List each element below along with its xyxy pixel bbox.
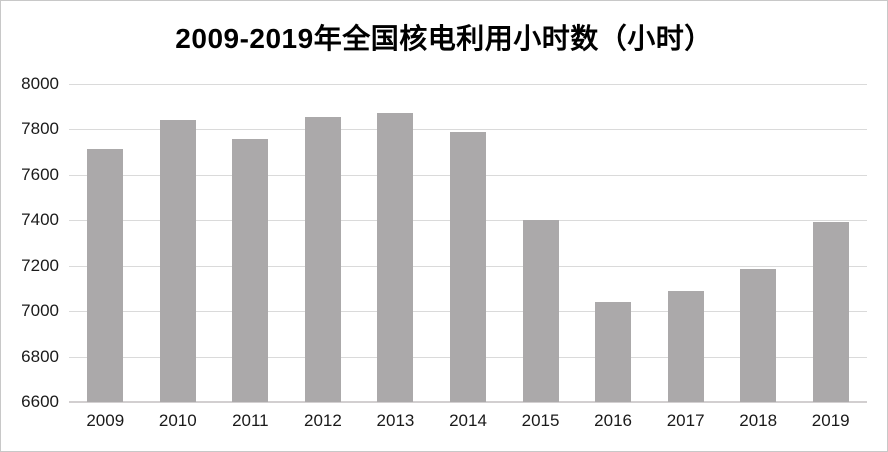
x-axis-tick-label: 2014 — [449, 411, 487, 430]
x-axis-tick-label: 2009 — [86, 411, 125, 430]
gridline — [69, 129, 867, 131]
y-axis-tick-label: 7000 — [21, 301, 59, 321]
x-axis-tick-label: 2019 — [811, 411, 850, 430]
bar — [159, 120, 196, 402]
bar — [450, 132, 486, 402]
x-axis-tick-label: 2013 — [376, 411, 415, 430]
x-axis-tick-label: 2017 — [666, 411, 705, 430]
y-axis-tick-label: 7600 — [21, 164, 59, 184]
y-axis-tick-label: 7200 — [21, 255, 59, 275]
x-axis-tick-label: 2010 — [158, 411, 197, 430]
chart-title: 2009-2019年全国核电利用小时数（小时） — [175, 23, 713, 54]
x-axis-tick-label: 2012 — [303, 411, 342, 430]
bar — [595, 301, 632, 402]
y-axis-tick-label: 7800 — [21, 119, 59, 139]
gridline — [69, 84, 867, 85]
bar — [377, 112, 414, 402]
bar — [740, 269, 777, 402]
x-axis-tick-label: 2018 — [739, 411, 778, 430]
bar — [522, 219, 559, 402]
bar — [232, 138, 269, 402]
y-axis-tick-label: 6600 — [21, 392, 59, 411]
x-axis-line — [69, 401, 867, 403]
bar — [304, 116, 341, 402]
bar — [667, 290, 704, 402]
bar — [812, 221, 849, 402]
x-axis-tick-label: 2011 — [232, 411, 269, 430]
x-axis-tick-label: 2016 — [594, 411, 632, 430]
y-axis-tick-label: 7400 — [21, 210, 59, 230]
y-axis-tick-label: 8000 — [21, 74, 59, 93]
x-axis-tick-label: 2015 — [521, 411, 560, 430]
y-axis-tick-label: 6800 — [21, 346, 59, 366]
bar — [87, 148, 124, 402]
